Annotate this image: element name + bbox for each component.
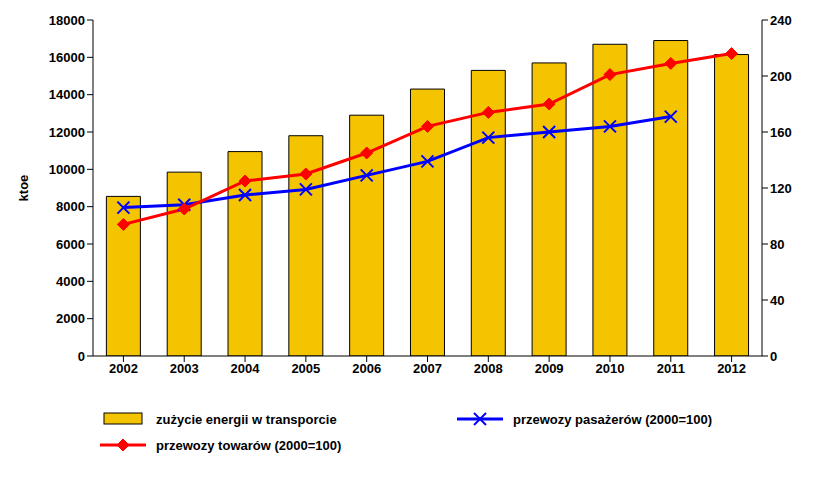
svg-text:10000: 10000 — [49, 162, 85, 177]
svg-text:240: 240 — [770, 13, 792, 28]
svg-text:2004: 2004 — [231, 361, 261, 376]
svg-text:0: 0 — [770, 349, 777, 364]
svg-text:ktoe: ktoe — [16, 175, 31, 202]
svg-text:2008: 2008 — [474, 361, 503, 376]
svg-text:2006: 2006 — [352, 361, 381, 376]
svg-text:12000: 12000 — [49, 125, 85, 140]
svg-text:6000: 6000 — [56, 237, 85, 252]
svg-text:14000: 14000 — [49, 87, 85, 102]
svg-text:2002: 2002 — [109, 361, 138, 376]
html-text:przewozy pasażerów (2000=100): przewozy pasażerów (2000=100) — [513, 411, 713, 427]
svg-text:2010: 2010 — [595, 361, 624, 376]
svg-text:2005: 2005 — [291, 361, 320, 376]
svg-text:120: 120 — [770, 181, 792, 196]
svg-text:2003: 2003 — [170, 361, 199, 376]
svg-text:40: 40 — [770, 293, 784, 308]
svg-text:0: 0 — [78, 349, 85, 364]
svg-text:16000: 16000 — [49, 50, 85, 65]
svg-text:2009: 2009 — [535, 361, 564, 376]
svg-text:18000: 18000 — [49, 13, 85, 28]
svg-text:2012: 2012 — [717, 361, 746, 376]
svg-text:2000: 2000 — [56, 311, 85, 326]
svg-text:4000: 4000 — [56, 274, 85, 289]
svg-text:8000: 8000 — [56, 199, 85, 214]
html-text:przewozy towarów (2000=100): przewozy towarów (2000=100) — [156, 437, 342, 453]
svg-text:160: 160 — [770, 125, 792, 140]
svg-text:2011: 2011 — [657, 361, 685, 376]
svg-text:80: 80 — [770, 237, 784, 252]
html-text:zużycie energii w transporcie: zużycie energii w transporcie — [156, 411, 337, 427]
svg-text:200: 200 — [770, 69, 792, 84]
svg-text:2007: 2007 — [413, 361, 442, 376]
